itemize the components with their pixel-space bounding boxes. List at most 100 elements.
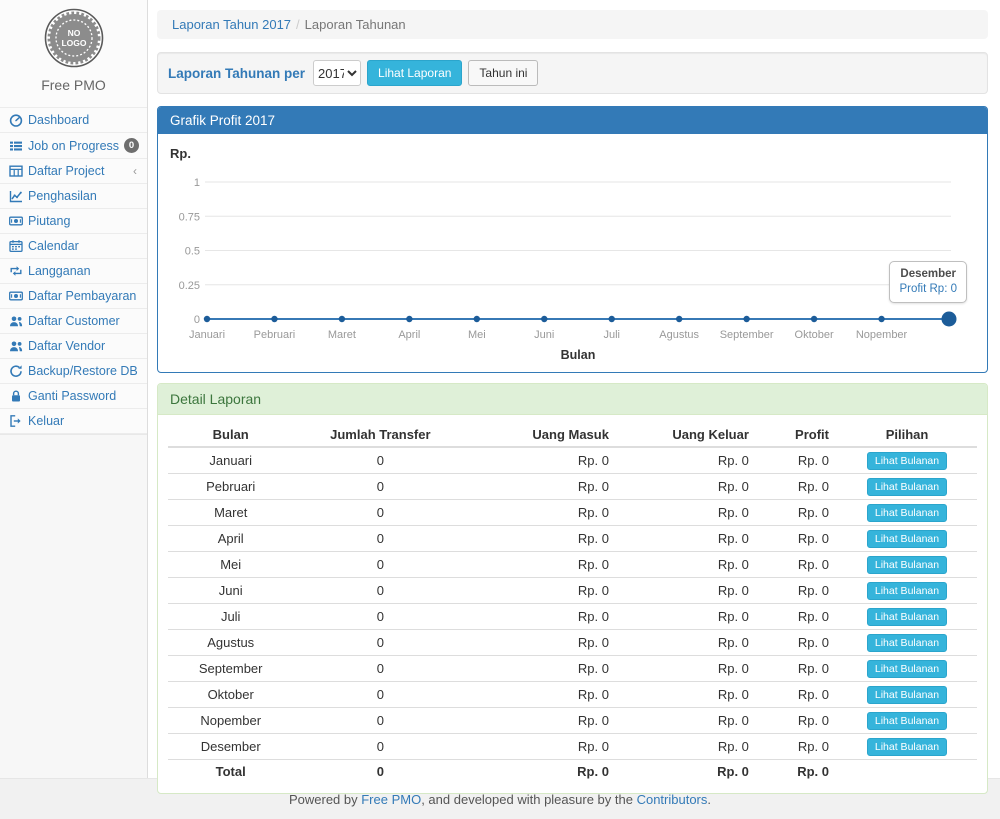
sidebar-item-penghasilan[interactable]: Penghasilan (0, 183, 147, 208)
data-point[interactable] (608, 315, 615, 323)
cell-uang_keluar: Rp. 0 (616, 707, 757, 734)
total-jumlah_transfer: 0 (293, 759, 468, 783)
y-tick-label: 0.75 (179, 211, 200, 223)
sidebar-item-daftar-customer[interactable]: Daftar Customer (0, 308, 147, 333)
footer-link-free-pmo[interactable]: Free PMO (361, 792, 422, 807)
cell-uang_masuk: Rp. 0 (467, 655, 617, 682)
cell-uang_masuk: Rp. 0 (467, 733, 617, 760)
lihat-bulanan-button-desember[interactable]: Lihat Bulanan (866, 738, 948, 756)
cell-uang_keluar: Rp. 0 (616, 655, 757, 682)
cell-jumlah_transfer: 0 (293, 707, 468, 734)
table-row-nopember: Nopember 0 Rp. 0 Rp. 0 Rp. 0 Lihat Bulanan (168, 707, 977, 734)
data-point[interactable] (810, 315, 818, 323)
data-point[interactable] (878, 315, 885, 323)
data-point[interactable] (473, 315, 481, 323)
lihat-bulanan-button-september[interactable]: Lihat Bulanan (866, 660, 948, 678)
cell-profit: Rp. 0 (756, 603, 837, 630)
chart-panel-title: Grafik Profit 2017 (158, 107, 987, 134)
sidebar-item-label: Daftar Customer (28, 314, 120, 328)
cell-jumlah_transfer: 0 (293, 577, 468, 604)
tooltip-value: Profit Rp: 0 (899, 283, 957, 295)
sidebar-item-daftar-pembayaran[interactable]: Daftar Pembayaran (0, 283, 147, 308)
cell-profit: Rp. 0 (756, 551, 837, 578)
data-point[interactable] (406, 315, 413, 323)
x-tick-label: Nopember (856, 329, 908, 341)
data-point[interactable] (675, 315, 683, 323)
cell-bulan: September (168, 655, 294, 682)
line-chart-icon (9, 191, 22, 203)
lihat-bulanan-button-juli[interactable]: Lihat Bulanan (866, 608, 948, 626)
cell-uang_keluar: Rp. 0 (616, 681, 757, 708)
cell-jumlah_transfer: 0 (293, 551, 468, 578)
cell-profit: Rp. 0 (756, 525, 837, 552)
year-select[interactable]: 2017 (313, 60, 362, 86)
data-point[interactable] (743, 315, 750, 323)
x-axis-label: Bulan (561, 348, 596, 362)
cell-uang_masuk: Rp. 0 (467, 603, 617, 630)
cell-bulan: Juni (168, 577, 294, 604)
cell-bulan: Mei (168, 551, 294, 578)
lihat-bulanan-button-mei[interactable]: Lihat Bulanan (866, 556, 948, 574)
sidebar-item-dashboard[interactable]: Dashboard (0, 107, 147, 132)
cell-uang_masuk: Rp. 0 (577, 453, 609, 468)
sidebar: NO LOGO Free PMO Dashboard Job on Progres… (0, 0, 148, 778)
cell-profit: Rp. 0 (756, 499, 837, 526)
cell-uang_masuk: Rp. 0 (467, 499, 617, 526)
sidebar-item-daftar-vendor[interactable]: Daftar Vendor (0, 333, 147, 358)
brand-name: Free PMO (41, 77, 106, 93)
column-header-jumlah-transfer: Jumlah Transfer (293, 423, 468, 448)
data-point[interactable] (338, 315, 346, 323)
x-tick-label: April (398, 329, 420, 341)
sidebar-item-job-on-progress[interactable]: Job on Progress 0 (0, 132, 147, 158)
detail-panel-title: Detail Laporan (158, 384, 987, 415)
y-tick-label: 0 (194, 314, 200, 326)
data-point[interactable] (541, 315, 548, 323)
year-filter-form: Laporan Tahunan per 2017 Lihat Laporan T… (157, 52, 988, 94)
footer-link-contributors[interactable]: Contributors (636, 792, 708, 807)
sidebar-item-backup-restore-db[interactable]: Backup/Restore DB (0, 358, 147, 383)
data-point-highlighted[interactable] (941, 311, 957, 327)
lihat-bulanan-button-agustus[interactable]: Lihat Bulanan (866, 634, 948, 652)
lihat-bulanan-button-januari[interactable]: Lihat Bulanan (866, 452, 948, 470)
sidebar-item-langganan[interactable]: Langganan (0, 258, 147, 283)
sidebar-item-label: Daftar Pembayaran (28, 289, 137, 303)
sidebar-item-calendar[interactable]: Calendar (0, 233, 147, 258)
lihat-bulanan-button-juni[interactable]: Lihat Bulanan (866, 582, 948, 600)
x-tick-label: Januari (189, 329, 225, 341)
cell-profit: Rp. 0 (756, 473, 837, 500)
total-profit: Rp. 0 (756, 759, 837, 783)
x-tick-label: Pebruari (254, 329, 296, 341)
breadcrumb-separator: / (296, 17, 300, 32)
sidebar-item-daftar-project[interactable]: Daftar Project ‹ (0, 158, 147, 183)
sidebar-header: NO LOGO Free PMO (0, 0, 147, 107)
sidebar-item-piutang[interactable]: Piutang (0, 208, 147, 233)
lihat-bulanan-button-oktober[interactable]: Lihat Bulanan (866, 686, 948, 704)
lihat-bulanan-button-april[interactable]: Lihat Bulanan (866, 530, 948, 548)
cell-jumlah_transfer: 0 (293, 681, 468, 708)
lihat-bulanan-button-nopember[interactable]: Lihat Bulanan (866, 712, 948, 730)
footer-text: Powered by (288, 792, 362, 807)
total-uang_masuk: Rp. 0 (467, 759, 617, 783)
tahun-ini-button[interactable]: Tahun ini (468, 60, 539, 86)
cell-jumlah_transfer: 0 (293, 655, 468, 682)
lihat-bulanan-button-maret[interactable]: Lihat Bulanan (866, 504, 948, 522)
x-tick-label: Mei (468, 329, 486, 341)
x-tick-label: September (720, 329, 774, 341)
lihat-laporan-button[interactable]: Lihat Laporan (367, 60, 463, 86)
data-point[interactable] (271, 315, 278, 323)
data-point[interactable] (203, 315, 211, 323)
sidebar-item-label: Calendar (28, 239, 79, 253)
x-tick-label: Maret (328, 329, 356, 341)
y-axis-label: Rp. (170, 146, 191, 161)
table-row-januari: Januari 0 Rp. 0 Rp. 0 Rp. 0 Lihat Bulanan (168, 447, 977, 474)
column-header-bulan: Bulan (168, 423, 294, 448)
sidebar-item-ganti-password[interactable]: Ganti Password (0, 383, 147, 408)
cell-bulan: Oktober (168, 681, 294, 708)
sidebar-item-keluar[interactable]: Keluar (0, 408, 147, 434)
money-icon (9, 291, 23, 301)
lihat-bulanan-button-pebruari[interactable]: Lihat Bulanan (866, 478, 948, 496)
breadcrumb-link-laporan-tahun[interactable]: Laporan Tahun 2017 (172, 17, 292, 32)
cell-bulan: Nopember (168, 707, 294, 734)
sidebar-item-label: Daftar Project (28, 164, 105, 178)
cell-bulan: Juli (168, 603, 294, 630)
